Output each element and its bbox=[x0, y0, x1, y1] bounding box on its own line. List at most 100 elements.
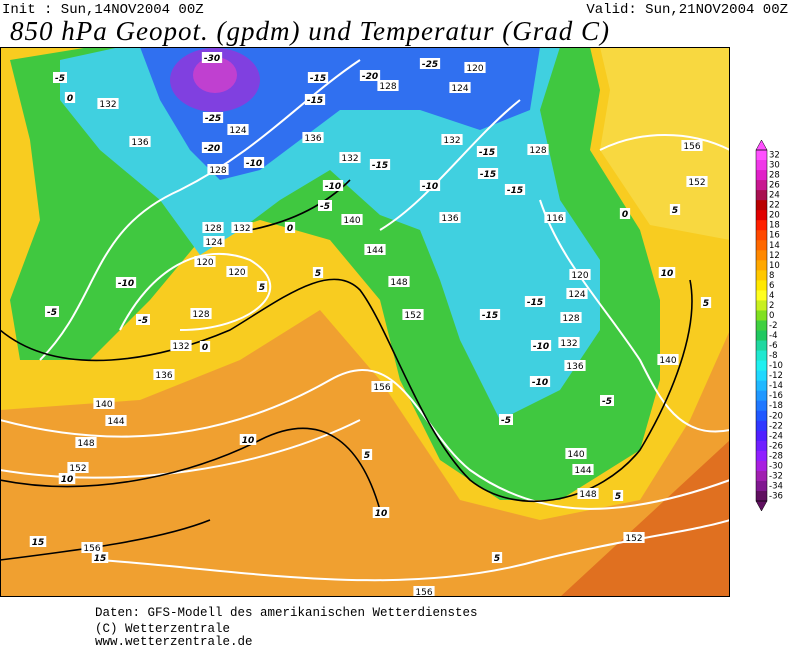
colorbar-cell bbox=[756, 410, 767, 422]
colorbar-cell bbox=[756, 210, 767, 221]
label-box bbox=[364, 244, 386, 255]
colorbar-label: 12 bbox=[769, 251, 780, 261]
colorbar-cell bbox=[756, 190, 767, 201]
temperature-label: 5 bbox=[703, 299, 709, 309]
label-box bbox=[479, 309, 501, 320]
colorbar: 32302826242220181614121086420-2-4-6-8-10… bbox=[755, 139, 783, 512]
colorbar-label: 22 bbox=[769, 201, 780, 211]
colorbar-label: -4 bbox=[769, 331, 777, 341]
label-box bbox=[190, 308, 212, 319]
label-box bbox=[524, 296, 546, 307]
temperature-label: -15 bbox=[307, 96, 323, 106]
label-box bbox=[231, 222, 253, 233]
colorbar-label: 6 bbox=[769, 281, 774, 291]
colorbar-label: -26 bbox=[769, 441, 783, 451]
geopotential-label: 136 bbox=[441, 214, 458, 224]
colorbar-label: -6 bbox=[769, 341, 777, 351]
colorbar-cell bbox=[756, 200, 767, 211]
label-box bbox=[105, 415, 127, 426]
label-box bbox=[569, 269, 591, 280]
geopotential-label: 152 bbox=[625, 534, 642, 544]
label-box bbox=[201, 142, 223, 153]
colorbar-label: 18 bbox=[769, 221, 780, 231]
geopotential-label: 136 bbox=[304, 134, 321, 144]
colorbar-label: 10 bbox=[769, 261, 780, 271]
colorbar-cell bbox=[756, 390, 767, 402]
colorbar-cell bbox=[756, 450, 767, 462]
temperature-label: -15 bbox=[482, 311, 498, 321]
label-box bbox=[199, 341, 211, 352]
geopotential-label: 148 bbox=[579, 490, 596, 500]
temperature-label: -5 bbox=[138, 316, 148, 326]
label-box bbox=[136, 314, 150, 325]
colorbar-label: -24 bbox=[769, 431, 783, 441]
geopotential-label: 124 bbox=[568, 290, 585, 300]
footer-line: Daten: GFS-Modell des amerikanischen Wet… bbox=[95, 606, 478, 620]
label-box bbox=[369, 159, 391, 170]
colorbar-cell bbox=[756, 370, 767, 382]
colorbar-cell bbox=[756, 230, 767, 241]
geopotential-label: 116 bbox=[546, 214, 563, 224]
colorbar-cell bbox=[756, 180, 767, 191]
colorbar-cell bbox=[756, 490, 767, 502]
label-box bbox=[449, 82, 471, 93]
geopotential-label: 128 bbox=[204, 224, 221, 234]
colorbar-label: -8 bbox=[769, 351, 777, 361]
label-box bbox=[115, 277, 137, 288]
geopotential-label: 148 bbox=[390, 278, 407, 288]
label-box bbox=[202, 222, 224, 233]
colorbar-label: -10 bbox=[769, 361, 783, 371]
colorbar-label: -20 bbox=[769, 411, 783, 421]
temperature-label: 10 bbox=[375, 509, 388, 519]
geopotential-label: 136 bbox=[131, 138, 148, 148]
colorbar-cell bbox=[756, 470, 767, 482]
colorbar-label: -16 bbox=[769, 391, 783, 401]
geopotential-label: 148 bbox=[77, 439, 94, 449]
label-box bbox=[572, 464, 594, 475]
label-box bbox=[91, 552, 109, 563]
temperature-label: -5 bbox=[602, 397, 612, 407]
colorbar-cell bbox=[756, 340, 767, 351]
geopotential-label: 120 bbox=[466, 64, 483, 74]
label-box bbox=[226, 266, 248, 277]
temperature-label: -5 bbox=[47, 308, 57, 318]
label-box bbox=[441, 134, 463, 145]
label-box bbox=[413, 586, 435, 597]
footer-line: (C) Wetterzentrale bbox=[95, 622, 230, 636]
colorbar-frame bbox=[755, 149, 768, 502]
label-box bbox=[700, 297, 712, 308]
temperature-label: -25 bbox=[205, 114, 221, 124]
label-box bbox=[371, 381, 393, 392]
label-box bbox=[67, 462, 89, 473]
temperature-label: -5 bbox=[320, 202, 330, 212]
label-box bbox=[53, 72, 67, 83]
colorbar-cell bbox=[756, 380, 767, 392]
label-box bbox=[477, 168, 499, 179]
temperature-label: -15 bbox=[527, 298, 543, 308]
colorbar-cell bbox=[756, 360, 767, 372]
geopotential-label: 140 bbox=[567, 450, 584, 460]
label-box bbox=[657, 354, 679, 365]
geopotential-label: 132 bbox=[233, 224, 250, 234]
colorbar-label: -12 bbox=[769, 371, 783, 381]
colorbar-cell bbox=[756, 310, 767, 321]
label-box bbox=[129, 136, 151, 147]
temperature-label: -10 bbox=[325, 182, 341, 192]
geopotential-label: 132 bbox=[560, 339, 577, 349]
colorbar-label: 0 bbox=[769, 311, 774, 321]
label-box bbox=[669, 204, 681, 215]
geopotential-label: 152 bbox=[688, 178, 705, 188]
temperature-label: -15 bbox=[479, 148, 495, 158]
label-box bbox=[504, 184, 526, 195]
label-box bbox=[307, 72, 329, 83]
label-box bbox=[372, 507, 390, 518]
label-box bbox=[153, 369, 175, 380]
label-box bbox=[207, 164, 229, 175]
label-box bbox=[619, 208, 631, 219]
colorbar-label: 28 bbox=[769, 171, 780, 181]
temperature-label: 15 bbox=[32, 538, 45, 548]
init-time: Init : Sun,14NOV2004 00Z bbox=[2, 2, 204, 18]
magenta-area bbox=[193, 57, 237, 93]
label-box bbox=[388, 276, 410, 287]
